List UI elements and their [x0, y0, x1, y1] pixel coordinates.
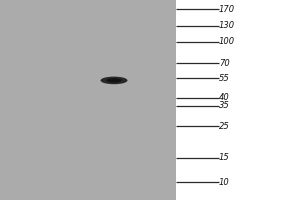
Text: 100: 100	[219, 37, 235, 46]
Ellipse shape	[106, 78, 122, 83]
Bar	[0, 0, 176, 200]
Text: 70: 70	[219, 59, 230, 68]
Text: 10: 10	[219, 178, 230, 187]
Text: 170: 170	[219, 5, 235, 14]
Ellipse shape	[100, 77, 127, 84]
Text: 35: 35	[219, 101, 230, 110]
Text: 40: 40	[219, 93, 230, 102]
Text: 55: 55	[219, 74, 230, 83]
Text: 25: 25	[219, 122, 230, 131]
Bar	[176, 0, 300, 200]
Text: 15: 15	[219, 153, 230, 162]
Text: 130: 130	[219, 21, 235, 30]
